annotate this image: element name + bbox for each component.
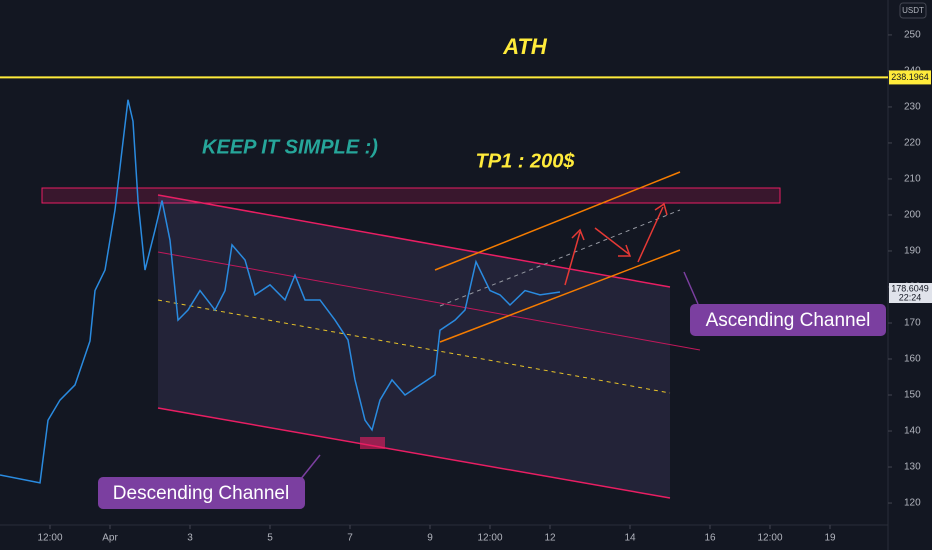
asc-channel-line xyxy=(439,249,681,343)
y-tick-label: 250 xyxy=(904,30,921,41)
channel-midline xyxy=(157,299,671,394)
last-price: 178.6049 xyxy=(891,283,929,293)
y-tick-label: 190 xyxy=(904,246,921,257)
currency-box xyxy=(899,2,927,19)
asc-channel-line xyxy=(434,171,681,271)
x-tick-label: 19 xyxy=(824,533,836,544)
x-tick-label: 3 xyxy=(187,533,193,544)
x-tick-label: 9 xyxy=(427,533,433,544)
y-tick-label: 140 xyxy=(904,426,921,437)
last-price-box xyxy=(889,283,932,304)
annotation: ATH xyxy=(502,34,548,59)
x-tick-label: 12:00 xyxy=(757,533,782,544)
channel-line xyxy=(157,407,671,499)
x-tick-label: Apr xyxy=(102,533,118,544)
asc-channel-midline xyxy=(439,209,681,307)
y-tick-label: 200 xyxy=(904,210,921,221)
x-tick-label: 14 xyxy=(624,533,636,544)
annotation: KEEP IT SIMPLE :) xyxy=(202,136,378,158)
y-tick-label: 210 xyxy=(904,174,921,185)
y-tick-label: 160 xyxy=(904,354,921,365)
channel-line xyxy=(157,251,701,351)
last-time: 22:24 xyxy=(899,292,922,302)
annotation: Ascending Channel xyxy=(706,310,871,331)
y-tick-label: 150 xyxy=(904,390,921,401)
projection-arrows xyxy=(564,202,668,286)
currency: USDT xyxy=(902,6,924,15)
annotation: TP1 : 200$ xyxy=(476,150,576,172)
x-tick-label: 12:00 xyxy=(477,533,502,544)
label-box xyxy=(98,477,305,509)
ath-label: 238.1964 xyxy=(891,72,929,82)
annotation: Descending Channel xyxy=(113,483,289,504)
resistance-zone xyxy=(41,187,781,204)
x-tick-label: 7 xyxy=(347,533,353,544)
y-tick-label: 120 xyxy=(904,498,921,509)
label-pointer xyxy=(299,454,321,481)
low-zone xyxy=(360,437,385,449)
label-box xyxy=(690,304,886,336)
ath-label-box xyxy=(889,70,931,85)
x-tick-label: 5 xyxy=(267,533,273,544)
channel-line xyxy=(157,194,671,288)
label-pointer xyxy=(683,271,699,305)
y-tick-label: 230 xyxy=(904,102,921,113)
x-tick-label: 12:00 xyxy=(37,533,62,544)
x-tick-label: 12 xyxy=(544,533,556,544)
y-tick-label: 130 xyxy=(904,462,921,473)
x-tick-label: 16 xyxy=(704,533,716,544)
y-tick-label: 220 xyxy=(904,138,921,149)
channel-fill xyxy=(158,195,670,498)
y-tick-label: 170 xyxy=(904,318,921,329)
price-line xyxy=(0,99,561,484)
